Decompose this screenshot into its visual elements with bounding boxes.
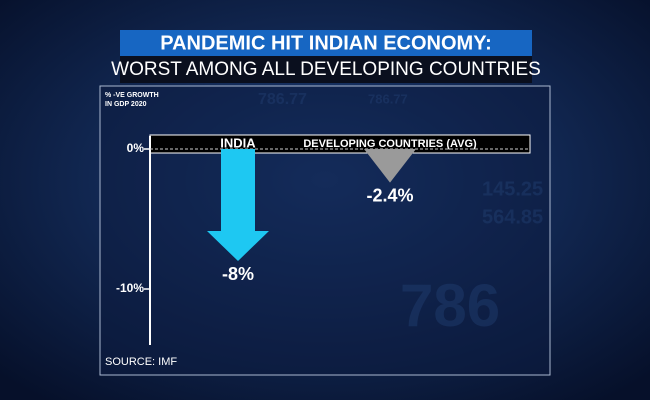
subtitle-box (120, 56, 532, 83)
category-label: DEVELOPING COUNTRIES (AVG) (303, 138, 477, 150)
value-label: -8% (222, 264, 254, 284)
source: SOURCE: IMF (105, 356, 177, 368)
chart-subtitle: WORST AMONG ALL DEVELOPING COUNTRIES (111, 59, 541, 80)
arrow (364, 149, 416, 183)
y-tick-label: 0% (127, 141, 145, 155)
value-label: -2.4% (366, 185, 413, 205)
title-box (120, 30, 532, 56)
y-axis-label: IN GDP 2020 (105, 101, 147, 108)
y-tick-label: -10% (116, 281, 144, 295)
chart-panel (99, 85, 551, 376)
arrow (207, 149, 269, 261)
y-axis-label: % -VE GROWTH (105, 92, 159, 99)
chart-title: PANDEMIC HIT INDIAN ECONOMY: (160, 32, 491, 54)
category-label: INDIA (220, 135, 256, 150)
